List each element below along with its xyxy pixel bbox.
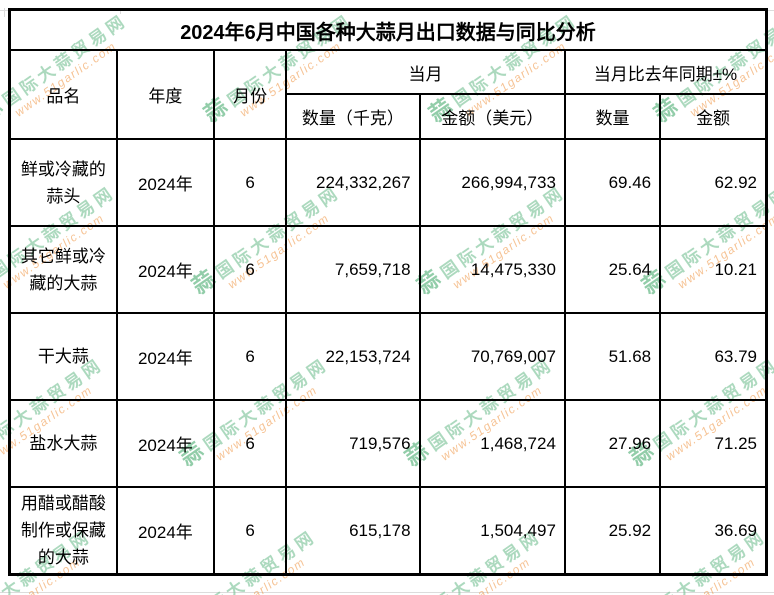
table-title: 2024年6月中国各种大蒜月出口数据与同比分析 bbox=[8, 8, 768, 51]
header-group-yoy: 当月比去年同期±% bbox=[563, 49, 768, 95]
cell-amount-usd: 1,504,497 bbox=[418, 486, 566, 576]
header-group-current-month: 当月 bbox=[285, 49, 566, 95]
cell-qty-kg: 7,659,718 bbox=[285, 225, 421, 314]
cell-qty-yoy: 27.96 bbox=[563, 399, 662, 488]
cell-month: 6 bbox=[213, 225, 288, 314]
table-row: 干大蒜 2024年 6 22,153,724 70,769,007 51.68 … bbox=[8, 312, 768, 401]
cell-product: 其它鲜或冷藏的大蒜 bbox=[8, 225, 118, 314]
cell-product: 鲜或冷藏的蒜头 bbox=[8, 138, 118, 227]
cell-qty-yoy: 25.92 bbox=[563, 486, 662, 576]
cell-amount-usd: 70,769,007 bbox=[418, 312, 566, 401]
cell-year: 2024年 bbox=[115, 138, 216, 227]
cell-month: 6 bbox=[213, 138, 288, 227]
cell-qty-yoy: 69.46 bbox=[563, 138, 662, 227]
cell-amount-yoy: 62.92 bbox=[659, 138, 768, 227]
cell-amount-usd: 1,468,724 bbox=[418, 399, 566, 488]
cell-amount-yoy: 36.69 bbox=[659, 486, 768, 576]
cell-product: 干大蒜 bbox=[8, 312, 118, 401]
header-qty: 数量 bbox=[563, 93, 662, 140]
header-month: 月份 bbox=[213, 49, 288, 140]
gridline-remnant-bottom bbox=[0, 592, 774, 593]
header-amount: 金额 bbox=[659, 93, 768, 140]
table-row: 盐水大蒜 2024年 6 719,576 1,468,724 27.96 71.… bbox=[8, 399, 768, 488]
cell-month: 6 bbox=[213, 486, 288, 576]
cell-product: 用醋或醋酸制作或保藏的大蒜 bbox=[8, 486, 118, 576]
cell-qty-yoy: 25.64 bbox=[563, 225, 662, 314]
cell-year: 2024年 bbox=[115, 486, 216, 576]
header-amount-usd: 金额（美元） bbox=[418, 93, 566, 140]
cell-qty-kg: 615,178 bbox=[285, 486, 421, 576]
cell-qty-yoy: 51.68 bbox=[563, 312, 662, 401]
cell-month: 6 bbox=[213, 399, 288, 488]
table-row: 鲜或冷藏的蒜头 2024年 6 224,332,267 266,994,733 … bbox=[8, 138, 768, 227]
cell-qty-kg: 224,332,267 bbox=[285, 138, 421, 227]
header-product: 品名 bbox=[8, 49, 118, 140]
cell-qty-kg: 719,576 bbox=[285, 399, 421, 488]
table-row: 其它鲜或冷藏的大蒜 2024年 6 7,659,718 14,475,330 2… bbox=[8, 225, 768, 314]
header-year: 年度 bbox=[115, 49, 216, 140]
header-qty-kg: 数量（千克） bbox=[285, 93, 421, 140]
cell-year: 2024年 bbox=[115, 225, 216, 314]
cell-amount-yoy: 10.21 bbox=[659, 225, 768, 314]
cell-amount-yoy: 71.25 bbox=[659, 399, 768, 488]
export-data-table: 2024年6月中国各种大蒜月出口数据与同比分析 品名 年度 月份 当月 当月比去… bbox=[8, 8, 768, 576]
table-row: 用醋或醋酸制作或保藏的大蒜 2024年 6 615,178 1,504,497 … bbox=[8, 486, 768, 576]
cell-month: 6 bbox=[213, 312, 288, 401]
cell-year: 2024年 bbox=[115, 312, 216, 401]
cell-amount-usd: 14,475,330 bbox=[418, 225, 566, 314]
cell-amount-yoy: 63.79 bbox=[659, 312, 768, 401]
cell-amount-usd: 266,994,733 bbox=[418, 138, 566, 227]
gridline-remnant-tick bbox=[4, 8, 5, 17]
cell-qty-kg: 22,153,724 bbox=[285, 312, 421, 401]
cell-year: 2024年 bbox=[115, 399, 216, 488]
cell-product: 盐水大蒜 bbox=[8, 399, 118, 488]
garlic-logo-icon: 蒜 bbox=[0, 93, 7, 127]
